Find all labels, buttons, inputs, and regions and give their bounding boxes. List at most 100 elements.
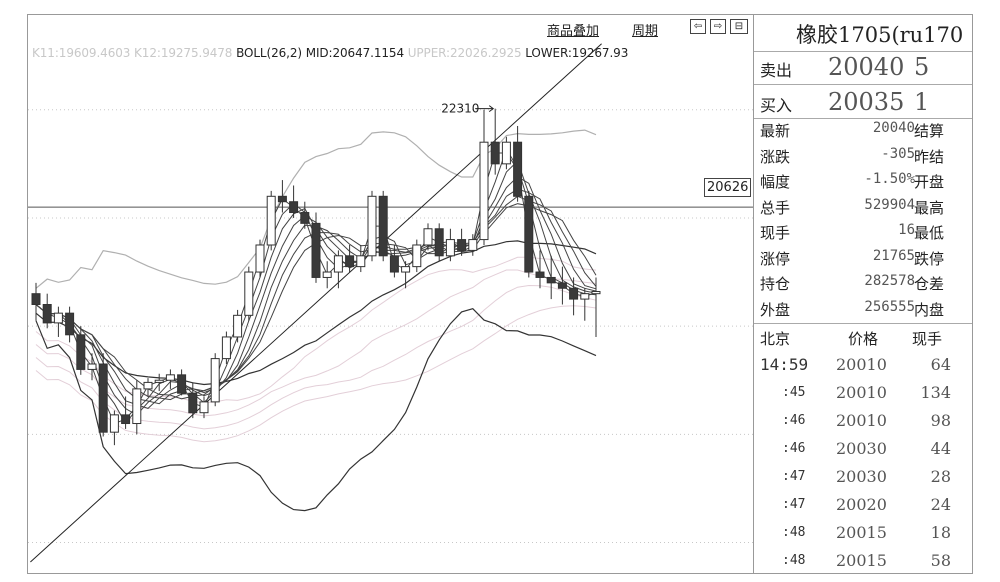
stat-value: -305 xyxy=(881,145,915,162)
candle-body xyxy=(244,271,254,316)
tick-time: :48 xyxy=(782,553,806,568)
sell-label: 卖出 xyxy=(760,61,793,80)
boll-label: BOLL(26,2) xyxy=(236,46,302,60)
candle-body xyxy=(524,195,534,273)
candle-body xyxy=(277,195,287,203)
tick-time: :47 xyxy=(782,469,806,484)
tick-time: :48 xyxy=(782,525,806,540)
stat-label: 现手 xyxy=(760,224,791,242)
tick-volume: 58 xyxy=(930,551,951,570)
stat-row: 幅度 -1.50% 开盘 xyxy=(754,171,972,196)
candle-body xyxy=(53,312,63,324)
candle-body xyxy=(412,244,422,268)
candle-body xyxy=(165,374,175,381)
nav-left-icon[interactable]: ⇦ xyxy=(690,19,706,34)
tick-volume: 24 xyxy=(930,495,951,514)
candle-body xyxy=(367,195,377,257)
kline-chart[interactable]: 22310 xyxy=(28,15,973,574)
tick-time: :46 xyxy=(782,413,806,428)
tick-volume: 134 xyxy=(920,383,951,402)
boll-upper: UPPER:22026.2925 xyxy=(407,46,522,60)
candle-body xyxy=(177,374,187,394)
tick-volume: 28 xyxy=(930,467,951,486)
stat-value: 21765 xyxy=(872,247,915,264)
candle-body xyxy=(513,141,523,197)
candle-body xyxy=(311,222,321,278)
candle-body xyxy=(121,414,131,425)
tick-price: 20010 xyxy=(836,383,887,402)
stat-row: 现手 16 最低 xyxy=(754,222,972,247)
candle-body xyxy=(132,388,142,425)
stat-label: 幅度 xyxy=(760,173,791,191)
tick-row: :47 20030 28 xyxy=(754,467,972,495)
candle-body xyxy=(356,255,366,268)
tick-volume: 64 xyxy=(930,355,951,374)
stat-label-2: 昨结 xyxy=(914,147,945,166)
stat-label-2: 最高 xyxy=(914,198,945,217)
candle-body xyxy=(87,363,97,370)
divider xyxy=(754,118,972,119)
stat-value: 20040 xyxy=(872,120,915,136)
period-menu[interactable]: 周期 xyxy=(632,24,659,39)
tick-time: :46 xyxy=(782,441,806,456)
candle-body xyxy=(423,228,433,246)
ticks-vol-header: 现手 xyxy=(912,330,943,348)
tick-price: 20030 xyxy=(836,467,887,486)
trend-line xyxy=(30,43,602,563)
candle-body xyxy=(591,291,601,295)
boll-upper-line xyxy=(35,129,597,289)
candle-body xyxy=(98,363,108,433)
candle-body xyxy=(233,314,243,338)
candle-body xyxy=(457,239,467,251)
stat-label: 最新 xyxy=(760,122,791,140)
tick-row: :47 20020 24 xyxy=(754,495,972,523)
candle-body xyxy=(109,414,119,433)
nav-right-icon[interactable]: ⇨ xyxy=(710,19,726,34)
candle-body xyxy=(143,381,153,390)
stat-label-2: 内盘 xyxy=(914,300,945,319)
candle-body xyxy=(300,212,310,224)
stat-row: 涨跌 -305 昨结 xyxy=(754,145,972,171)
stat-row: 最新 20040 结算 xyxy=(754,120,972,145)
candle-body xyxy=(535,271,545,278)
candle-body xyxy=(322,271,332,278)
buy-price: 20035 xyxy=(828,88,905,116)
stat-row: 持仓 282578 仓差 xyxy=(754,273,972,298)
tick-volume: 18 xyxy=(930,523,951,542)
stat-value: 256555 xyxy=(864,298,915,315)
contract-title: 橡胶1705(ru170 xyxy=(796,23,964,47)
candle-body xyxy=(188,392,198,414)
stat-label: 涨停 xyxy=(760,249,791,268)
tick-row: :46 20010 98 xyxy=(754,411,972,439)
stat-value: 529904 xyxy=(864,196,915,213)
candle-body xyxy=(501,141,511,165)
tick-row: :46 20030 44 xyxy=(754,439,972,467)
candle-body xyxy=(210,358,220,403)
tick-price: 20020 xyxy=(836,495,887,514)
layout-icon[interactable]: ⊟ xyxy=(730,19,748,34)
ticks-place-header: 北京 xyxy=(760,330,791,348)
k12-value: K12:19275.9478 xyxy=(134,46,233,60)
candle-body xyxy=(42,304,52,324)
long-ma-line xyxy=(35,269,597,417)
candle-body xyxy=(76,334,86,370)
ma-line xyxy=(35,148,597,425)
overlay-menu[interactable]: 商品叠加 xyxy=(547,24,600,39)
divider xyxy=(754,51,972,52)
stat-value: -1.50% xyxy=(864,171,915,187)
ma-line xyxy=(35,176,597,409)
tick-price: 20010 xyxy=(836,411,887,430)
ma-line xyxy=(35,152,597,425)
stat-row: 涨停 21765 跌停 xyxy=(754,247,972,273)
candle-body xyxy=(199,401,209,414)
tick-price: 20015 xyxy=(836,523,887,542)
candle-body xyxy=(333,255,343,273)
divider xyxy=(754,84,972,85)
candle-body xyxy=(434,228,444,257)
candle-body xyxy=(557,282,567,289)
sell-price: 20040 xyxy=(828,53,905,81)
stat-label: 总手 xyxy=(760,198,791,217)
high-annotation-label: 22310 xyxy=(441,102,479,116)
candle-body xyxy=(266,195,276,246)
tick-price: 20015 xyxy=(836,551,887,570)
